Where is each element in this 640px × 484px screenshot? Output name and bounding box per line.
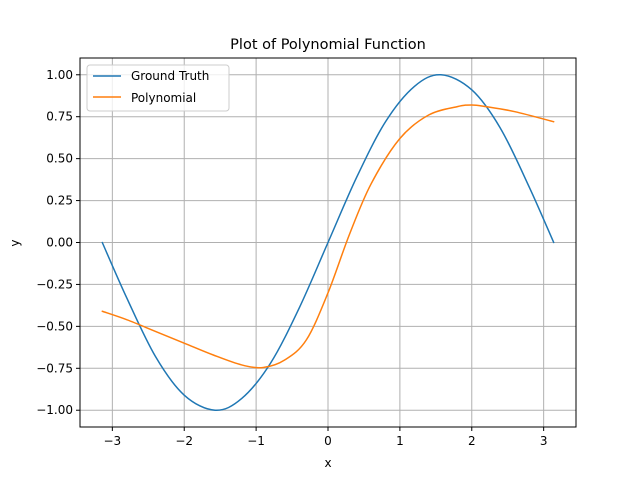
x-tick-label: −3 (103, 434, 121, 448)
y-tick-label: −1.00 (36, 403, 73, 417)
x-axis-ticks: −3 −2 −1 0 1 2 3 (103, 427, 547, 448)
series-line-polynomial (101, 104, 555, 369)
legend-label-polynomial: Polynomial (131, 91, 196, 105)
x-tick-label: 2 (468, 434, 476, 448)
series-lines (101, 74, 555, 411)
x-tick-label: 3 (540, 434, 548, 448)
x-tick-label: −2 (175, 434, 193, 448)
series-line-ground-truth (101, 74, 555, 411)
y-tick-label: 0.00 (46, 236, 73, 250)
y-tick-label: 0.50 (46, 152, 73, 166)
x-tick-label: 0 (324, 434, 332, 448)
legend-label-ground-truth: Ground Truth (131, 69, 209, 83)
x-tick-label: 1 (396, 434, 404, 448)
y-tick-label: −0.50 (36, 319, 73, 333)
y-tick-label: 1.00 (46, 68, 73, 82)
y-axis-label: y (8, 239, 22, 246)
legend-box (86, 64, 230, 112)
chart-title: Plot of Polynomial Function (230, 37, 426, 53)
y-tick-label: −0.25 (36, 277, 73, 291)
y-axis-ticks: −1.00 −0.75 −0.50 −0.25 0.00 0.25 0.50 0.75 1.00 (36, 68, 80, 417)
y-tick-label: 0.25 (46, 194, 73, 208)
y-tick-label: −0.75 (36, 361, 73, 375)
x-tick-label: −1 (247, 434, 265, 448)
y-tick-label: 0.75 (46, 110, 73, 124)
x-axis-label: x (324, 456, 331, 470)
legend: Ground Truth Polynomial (86, 64, 230, 112)
